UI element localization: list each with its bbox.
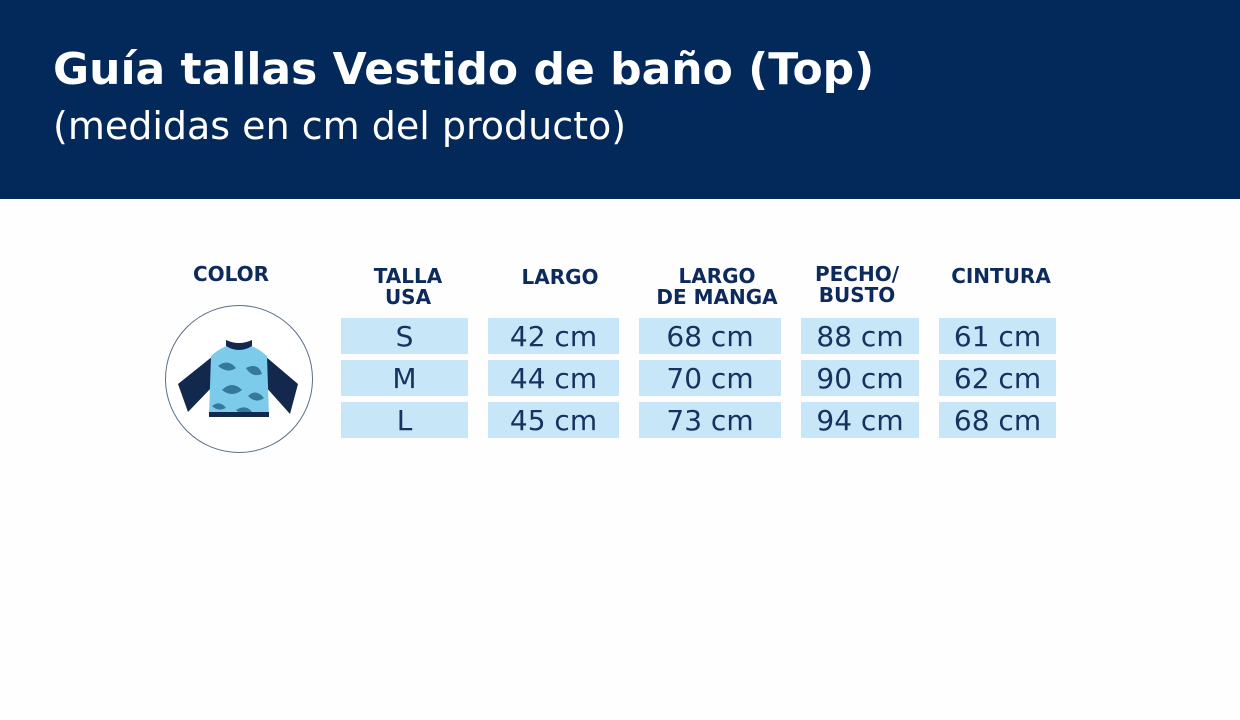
col-header-largo-manga: LARGO DE MANGA [647,266,787,308]
col-header-cintura: CINTURA [941,266,1061,287]
col-header-cintura-label: CINTURA [951,264,1051,288]
col-header-largo-manga-line2: DE MANGA [656,285,778,309]
swim-top-icon [178,340,298,417]
table-row-m-pecho: 90 cm [801,360,919,396]
table-row-s-largo: 42 cm [488,318,619,354]
table-row-m-cintura: 62 cm [939,360,1056,396]
table-row-l-talla: L [341,402,468,438]
col-header-largo: LARGO [500,267,620,288]
col-header-largo-label: LARGO [521,265,599,289]
col-header-pecho-line1: PECHO/ [814,262,900,286]
page-subtitle: (medidas en cm del producto) [53,104,627,148]
table-row-s-pecho: 88 cm [801,318,919,354]
table-row-s-largo-manga: 68 cm [639,318,781,354]
col-header-talla-line1: TALLA [373,264,443,288]
table-row-l-largo: 45 cm [488,402,619,438]
product-color-swatch [165,305,313,453]
table-row-s-cintura: 61 cm [939,318,1056,354]
table-row-l-largo-manga: 73 cm [639,402,781,438]
col-header-pecho: PECHO/ BUSTO [797,264,917,306]
table-row-m-largo: 44 cm [488,360,619,396]
col-header-color: COLOR [181,264,281,285]
col-header-pecho-line2: BUSTO [818,283,896,307]
page-title: Guía tallas Vestido de baño (Top) [53,44,875,95]
table-row-s-talla: S [341,318,468,354]
table-row-m-largo-manga: 70 cm [639,360,781,396]
col-header-talla: TALLA USA [358,266,458,308]
table-row-l-cintura: 68 cm [939,402,1056,438]
table-row-m-talla: M [341,360,468,396]
table-row-l-pecho: 94 cm [801,402,919,438]
header-banner: Guía tallas Vestido de baño (Top) (medid… [0,0,1240,199]
col-header-largo-manga-line1: LARGO [678,264,756,288]
col-header-talla-line2: USA [384,285,432,309]
col-header-color-label: COLOR [192,262,270,286]
